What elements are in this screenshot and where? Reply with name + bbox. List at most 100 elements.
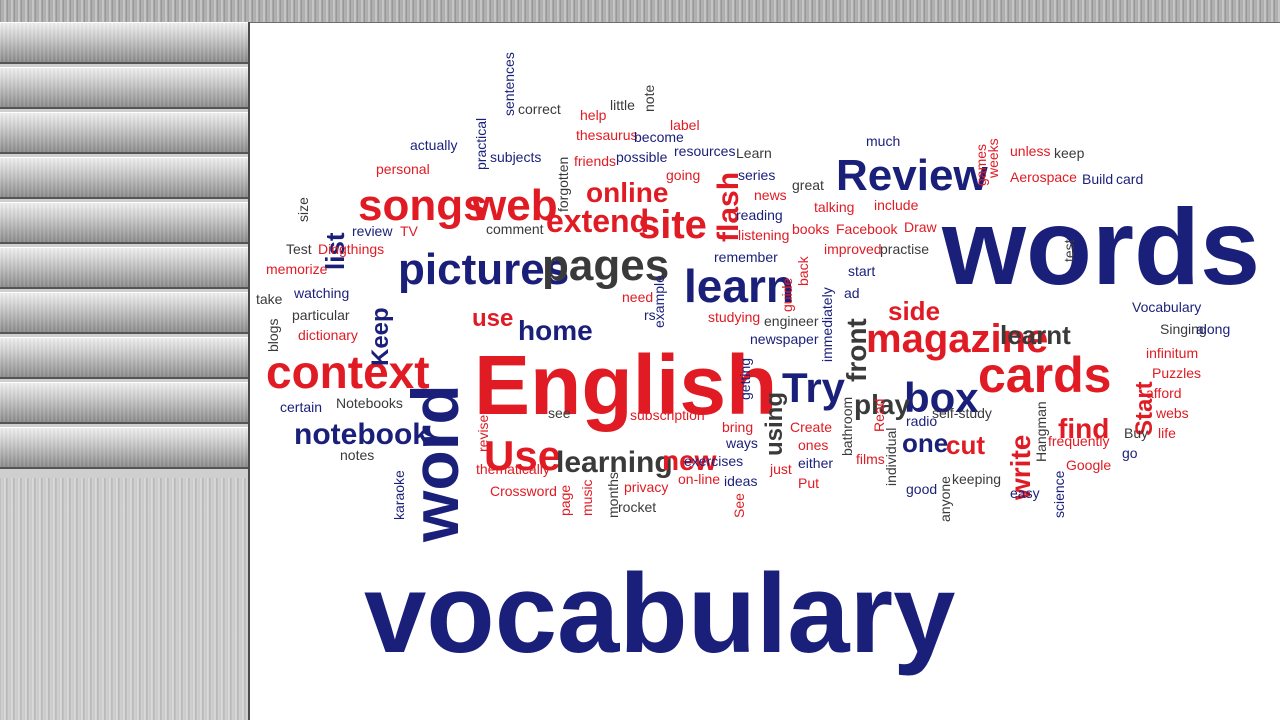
cloud-word: play [854, 389, 910, 420]
cloud-word: news [754, 187, 787, 203]
cloud-word: site [638, 203, 707, 247]
cloud-word: films [856, 451, 885, 467]
cloud-word: learnt [1000, 320, 1071, 350]
cloud-word: unless [1010, 143, 1050, 159]
cloud-word: vocabulary [364, 551, 955, 676]
cloud-word: anyone [937, 476, 953, 522]
cloud-word: label [670, 117, 700, 133]
cloud-word: using [761, 392, 788, 456]
cloud-word: revise [475, 414, 491, 452]
cloud-word: notebook [294, 418, 429, 451]
cloud-word: extend [546, 203, 649, 239]
cloud-word: Use [484, 432, 561, 479]
cloud-word: write [1005, 435, 1036, 501]
cloud-word: ways [725, 435, 758, 451]
cloud-word: See [731, 493, 747, 518]
cloud-word: Facebook [836, 221, 898, 237]
cloud-word: include [874, 197, 919, 213]
cloud-word: Read [871, 399, 887, 432]
cloud-word: songs [358, 181, 488, 230]
cloud-word: need [622, 289, 653, 305]
cloud-word: pictures [398, 245, 569, 294]
cloud-word: science [1051, 470, 1067, 518]
cloud-word: Buy [1124, 425, 1148, 441]
cloud-word: note [641, 85, 657, 112]
cloud-word: memorize [266, 261, 328, 277]
cloud-word: Try [782, 364, 846, 411]
cloud-word: studying [708, 309, 760, 325]
cloud-word: music [579, 479, 595, 516]
cloud-word: particular [292, 307, 350, 323]
cloud-word: card [1116, 171, 1143, 187]
sidebar-slat [0, 337, 248, 379]
cloud-word: thesaurus [576, 127, 637, 143]
cloud-word: karaoke [391, 470, 407, 520]
cloud-word: little [610, 97, 635, 113]
cloud-word: bathroom [839, 397, 855, 456]
cloud-word: much [866, 133, 900, 149]
cloud-word: Put [798, 475, 819, 491]
cloud-word: watching [293, 285, 349, 301]
cloud-word: comment [486, 221, 544, 237]
cloud-word: bring [722, 419, 753, 435]
cloud-word: Build [1082, 171, 1113, 187]
cloud-word: rocket [618, 499, 656, 515]
cloud-word: resources [674, 143, 735, 159]
cloud-word: life [1158, 425, 1176, 441]
cloud-word: TV [400, 223, 419, 239]
sidebar-slat [0, 112, 248, 154]
cloud-word: games [973, 144, 989, 186]
cloud-word: Hangman [1033, 401, 1049, 462]
cloud-word: self-study [932, 405, 992, 421]
cloud-word: magazine [866, 317, 1048, 361]
cloud-word: books [792, 221, 829, 237]
cloud-word: Review [836, 151, 988, 200]
cloud-word: thematically [476, 461, 550, 477]
cloud-word: web [471, 181, 558, 230]
cloud-word: guide [779, 278, 795, 312]
word-cloud-canvas: vocabularywordsEnglishwordpicturespagesc… [256, 52, 1260, 676]
cloud-word: help [580, 107, 607, 123]
cloud-word: webs [1155, 405, 1189, 421]
cloud-word: afford [1146, 385, 1182, 401]
cloud-word: Draw [904, 219, 938, 235]
cloud-word: review [352, 223, 393, 239]
cloud-word: pages [542, 241, 669, 290]
cloud-word: Keep [367, 307, 394, 366]
cloud-word: flash [712, 172, 745, 242]
cloud-word: remember [714, 249, 778, 265]
cloud-word: box [904, 374, 979, 421]
sidebar-slat [0, 427, 248, 469]
cloud-word: subscription [630, 407, 705, 423]
cloud-word: reading [736, 207, 783, 223]
sidebar-blinds [0, 22, 250, 720]
cloud-word: home [518, 315, 593, 346]
cloud-word: on-line [678, 471, 720, 487]
cloud-word: cards [978, 347, 1111, 403]
cloud-word: words [941, 186, 1260, 307]
cloud-word: possible [616, 149, 668, 165]
cloud-word: frequently [1048, 433, 1109, 449]
cloud-word: list [320, 232, 350, 270]
cloud-word: subjects [490, 149, 541, 165]
sidebar-slat [0, 67, 248, 109]
cloud-word: ones [798, 437, 828, 453]
cloud-word: newspaper [750, 331, 819, 347]
cloud-word: keep [1054, 145, 1085, 161]
cloud-word: back [795, 255, 811, 286]
cloud-word: certain [280, 399, 322, 415]
cloud-word: Notebooks [336, 395, 403, 411]
cloud-word: forgotten [555, 157, 571, 212]
cloud-word: blogs [265, 319, 281, 352]
cloud-word: individual [883, 428, 899, 486]
cloud-word: go [1122, 445, 1138, 461]
cloud-word: test [1061, 239, 1077, 262]
cloud-word: Singing [1160, 321, 1207, 337]
cloud-word: engineer [764, 313, 819, 329]
cloud-word: infinitum [1146, 345, 1198, 361]
cloud-word: exercises [684, 453, 743, 469]
cloud-word: word [398, 384, 472, 543]
cloud-word: find [1058, 413, 1109, 444]
cloud-word: Learn [736, 145, 772, 161]
cloud-word: ad [844, 285, 860, 301]
